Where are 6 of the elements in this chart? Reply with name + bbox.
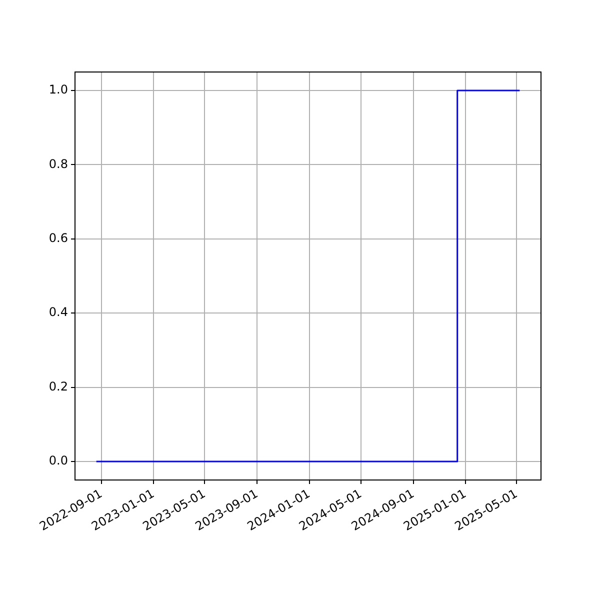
y-tick-label: 1.0: [48, 82, 68, 97]
y-tick-label: 0.8: [48, 156, 68, 171]
y-tick-label: 0.0: [48, 454, 68, 468]
y-tick-label: 0.6: [48, 231, 68, 246]
y-tick-label: 0.4: [48, 305, 68, 320]
y-tick-label: 0.2: [48, 379, 68, 394]
